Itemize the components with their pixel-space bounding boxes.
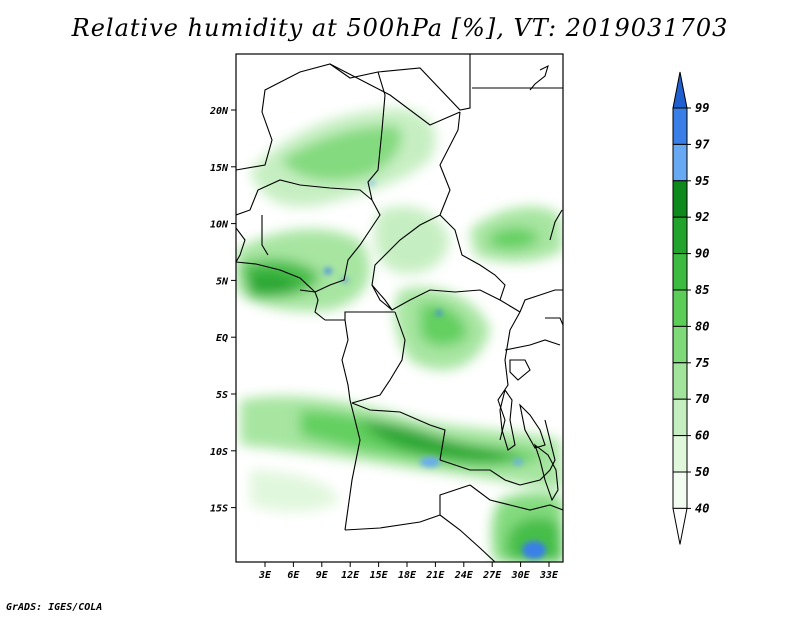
- colorbar-swatch: [672, 435, 688, 473]
- colorbar-swatch: [672, 107, 688, 145]
- lat-label: EQ: [216, 333, 228, 344]
- lon-label: 3E: [258, 570, 272, 581]
- lat-label: 5S: [216, 390, 228, 401]
- colorbar-swatch: [672, 325, 688, 364]
- colorbar-label: 80: [695, 319, 709, 333]
- lon-label: 9E: [316, 570, 329, 581]
- lat-label: 15N: [210, 163, 229, 174]
- lon-label: 30E: [511, 570, 531, 581]
- colorbar-swatch: [672, 289, 688, 327]
- colorbar-swatch: [672, 253, 688, 291]
- country-borders: [236, 54, 563, 562]
- colorbar-label: 40: [695, 501, 709, 515]
- map-frame: [235, 53, 564, 563]
- colorbar-label: 95: [695, 174, 709, 188]
- lat-label: 10N: [210, 220, 229, 231]
- colorbar-label: 70: [695, 392, 709, 406]
- lon-label: 18E: [398, 570, 417, 581]
- colorbar-swatch: [672, 398, 688, 437]
- lon-label: 6E: [287, 570, 300, 581]
- colorbar-label: 85: [695, 283, 709, 297]
- colorbar-swatch: [672, 143, 688, 182]
- colorbar-swatch: [672, 362, 688, 400]
- lon-label: 24E: [454, 570, 474, 581]
- colorbar-swatch: [672, 471, 688, 509]
- colorbar-swatch: [672, 216, 688, 255]
- lon-label: 21E: [425, 570, 445, 581]
- colorbar-label: 60: [695, 429, 709, 443]
- colorbar-label: 97: [695, 137, 710, 151]
- colorbar-top-arrow: [672, 71, 688, 109]
- colorbar-label: 75: [695, 356, 709, 370]
- colorbar-bottom-arrow: [672, 507, 688, 545]
- colorbar-swatch: [672, 180, 688, 218]
- lat-label: 20N: [209, 106, 229, 117]
- lat-label: 5N: [216, 276, 229, 287]
- grads-credit: GrADS: IGES/COLA: [6, 602, 103, 613]
- longitude-axis: 3E 6E 9E 12E 15E 18E 21E 24E 27E 30E 33E: [258, 562, 559, 581]
- lon-label: 12E: [341, 570, 360, 581]
- lat-label: 15S: [210, 504, 228, 515]
- colorbar-label: 50: [695, 465, 709, 479]
- latitude-axis: 20N 15N 10N 5N EQ 5S 10S 15S: [209, 106, 236, 515]
- map-title: Relative humidity at 500hPa [%], VT: 201…: [71, 14, 729, 42]
- lon-label: 15E: [370, 570, 389, 581]
- lon-label: 33E: [539, 570, 559, 581]
- colorbar-label: 92: [695, 210, 709, 224]
- lon-label: 27E: [482, 570, 502, 581]
- colorbar-label: 90: [695, 247, 709, 261]
- colorbar-legend: 99 97 95 92 90 85 80 75 70 60 50 40: [672, 71, 710, 545]
- humidity-field: [236, 54, 563, 562]
- colorbar-label: 99: [695, 101, 709, 115]
- lat-label: 10S: [210, 447, 228, 458]
